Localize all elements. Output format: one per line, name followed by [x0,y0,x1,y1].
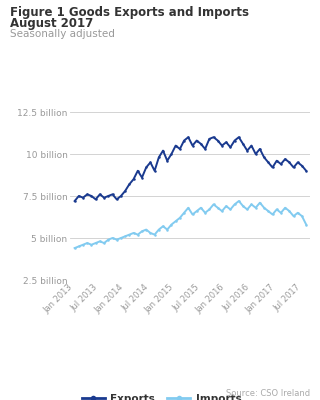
Text: August 2017: August 2017 [10,17,93,30]
Text: Seasonally adjusted: Seasonally adjusted [10,29,115,39]
Legend: Exports, Imports: Exports, Imports [78,389,245,400]
Text: Figure 1 Goods Exports and Imports: Figure 1 Goods Exports and Imports [10,6,249,19]
Text: Source: CSO Ireland: Source: CSO Ireland [226,389,310,398]
